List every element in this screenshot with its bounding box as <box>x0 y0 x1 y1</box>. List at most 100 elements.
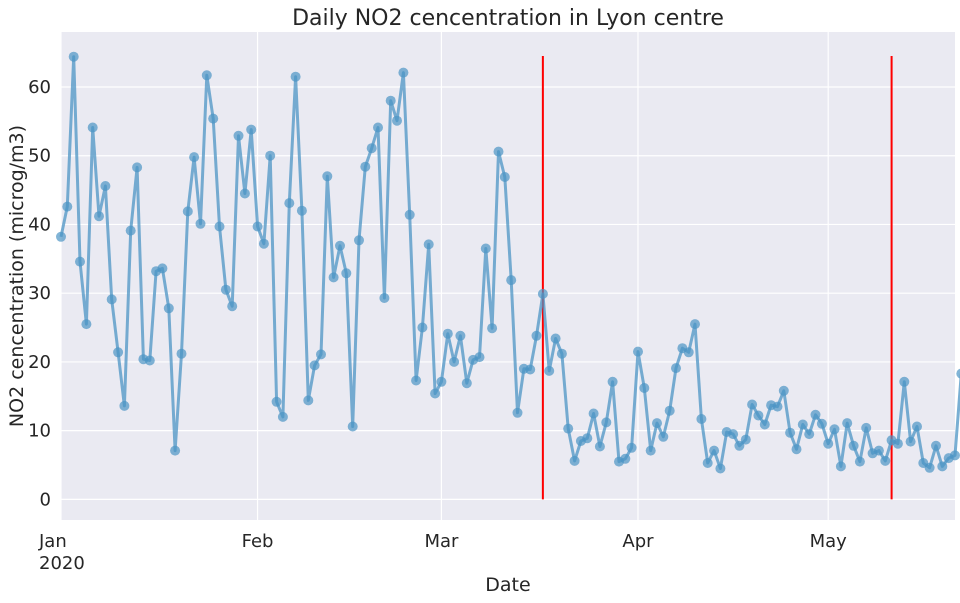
data-point <box>220 284 231 295</box>
data-point <box>277 411 288 422</box>
data-point <box>816 418 827 429</box>
data-point <box>892 438 903 449</box>
data-point <box>715 463 726 474</box>
data-point <box>442 328 453 339</box>
data-point <box>201 70 212 81</box>
x-axis-label: Date <box>485 574 530 596</box>
data-point <box>170 445 181 456</box>
data-point <box>690 319 700 330</box>
data-point <box>728 429 739 440</box>
data-point <box>360 161 371 172</box>
data-point <box>157 263 168 274</box>
data-point <box>493 146 504 157</box>
data-point <box>341 268 352 279</box>
data-point <box>392 115 402 126</box>
data-point <box>835 461 846 472</box>
data-point <box>208 113 219 124</box>
data-point <box>652 418 662 429</box>
data-point <box>379 293 390 303</box>
data-point <box>296 205 307 216</box>
data-point <box>499 172 510 182</box>
data-point <box>430 388 441 399</box>
data-point <box>861 422 872 433</box>
data-point <box>303 395 314 406</box>
series-group <box>56 51 960 474</box>
data-point <box>474 352 485 363</box>
data-point <box>436 376 447 387</box>
data-point <box>658 431 669 442</box>
data-point <box>322 171 333 182</box>
data-point <box>537 288 548 299</box>
data-point <box>620 453 631 464</box>
y-tick-label: 40 <box>28 214 51 235</box>
data-point <box>525 364 536 375</box>
data-point <box>239 188 250 199</box>
data-point <box>588 408 599 419</box>
data-point <box>810 409 821 420</box>
data-point <box>740 434 751 445</box>
data-point <box>912 421 922 432</box>
data-point <box>417 322 428 333</box>
data-point <box>87 122 98 133</box>
data-point <box>671 363 681 374</box>
data-point <box>582 433 593 444</box>
data-point <box>94 211 104 222</box>
data-point <box>487 323 498 334</box>
data-point <box>309 360 320 371</box>
data-point <box>182 206 193 217</box>
data-point <box>778 385 789 396</box>
data-point <box>423 239 434 250</box>
x-tick-label: Mar <box>424 531 459 552</box>
data-point <box>664 405 675 416</box>
data-point <box>848 440 859 451</box>
data-point <box>550 333 561 344</box>
y-tick-label: 50 <box>28 146 51 167</box>
data-point <box>132 162 143 173</box>
data-point <box>252 221 263 232</box>
data-point <box>905 436 916 447</box>
data-point <box>258 238 269 249</box>
data-point <box>246 124 257 135</box>
data-point <box>709 445 720 456</box>
y-tick-label: 10 <box>28 421 51 442</box>
data-point <box>734 440 745 451</box>
data-point <box>931 440 941 451</box>
data-point <box>316 349 326 360</box>
y-axis-label: NO2 cencentration (microg/m3) <box>6 125 28 427</box>
data-point <box>702 458 713 468</box>
data-point <box>373 122 383 133</box>
x-tick-label: May <box>810 531 848 552</box>
data-point <box>163 303 174 314</box>
chart-title: Daily NO2 cencentration in Lyon centre <box>292 6 724 31</box>
y-tick-label: 0 <box>40 489 51 510</box>
data-point <box>556 348 567 359</box>
data-point <box>404 209 415 220</box>
data-point <box>385 95 396 106</box>
y-tick-label: 30 <box>28 283 51 304</box>
data-point <box>449 356 460 367</box>
data-point <box>62 201 73 212</box>
data-point <box>829 424 840 435</box>
data-point <box>506 275 517 286</box>
data-point <box>354 235 364 246</box>
data-point <box>747 399 758 410</box>
plot-background <box>61 32 955 520</box>
data-point <box>335 240 345 251</box>
x-tick-label: Jan <box>38 531 67 552</box>
data-point <box>284 198 295 209</box>
data-point <box>531 330 542 341</box>
data-point <box>791 444 802 455</box>
data-point <box>753 410 764 421</box>
data-point <box>785 427 796 438</box>
data-point <box>265 150 276 161</box>
data-point <box>854 456 865 467</box>
data-point <box>411 375 422 386</box>
data-point <box>880 455 891 466</box>
data-point <box>823 438 834 449</box>
data-point <box>639 383 650 393</box>
y-tick-label: 20 <box>28 352 51 373</box>
data-point <box>106 294 117 305</box>
y-tick-label: 60 <box>28 77 51 98</box>
data-point <box>328 272 339 283</box>
